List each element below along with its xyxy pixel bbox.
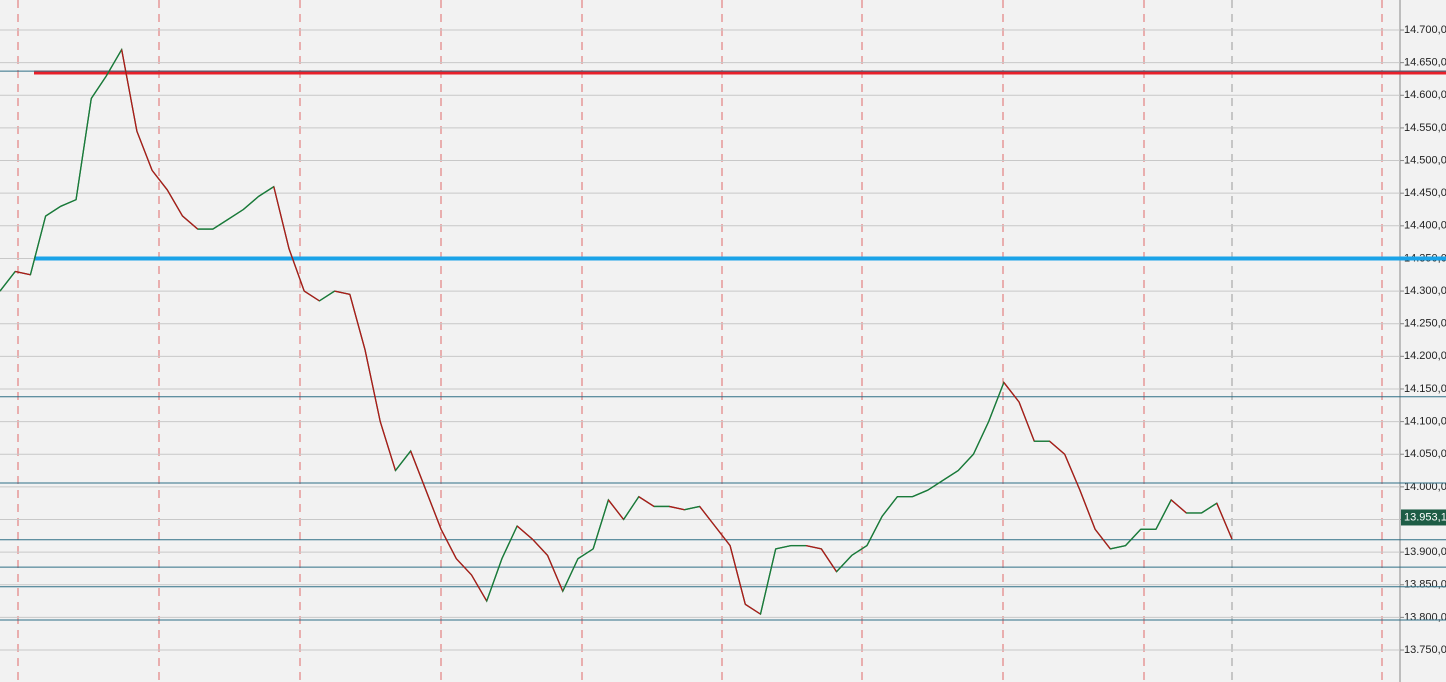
y-tick-label: 14.250,00 — [1404, 318, 1446, 330]
price-segment — [258, 186, 275, 197]
price-segment — [759, 548, 777, 615]
price-segment — [942, 470, 959, 481]
price-segment — [562, 558, 579, 592]
price-segment — [288, 248, 305, 292]
price-segment — [242, 195, 259, 210]
price-segment — [227, 208, 244, 220]
price-segment — [881, 496, 898, 517]
y-tick-label: 13.850,00 — [1404, 579, 1446, 591]
price-segment — [0, 271, 16, 292]
price-segment — [820, 548, 838, 573]
price-segment — [486, 558, 503, 602]
price-segment — [364, 349, 381, 422]
price-segment — [1003, 382, 1020, 403]
price-segment — [136, 130, 153, 171]
y-tick-label: 14.050,00 — [1404, 448, 1446, 460]
price-segment — [1216, 502, 1233, 540]
price-segment — [851, 545, 868, 556]
price-segment — [75, 98, 92, 200]
price-segment — [714, 525, 731, 546]
price-segment — [669, 505, 685, 511]
y-tick-label: 14.450,00 — [1404, 187, 1446, 199]
y-tick-label: 14.150,00 — [1404, 383, 1446, 395]
y-tick-label: 14.650,00 — [1404, 57, 1446, 69]
price-segment — [684, 505, 700, 511]
price-segment — [805, 544, 822, 550]
price-segment — [729, 545, 746, 605]
y-tick-label: 13.900,00 — [1404, 546, 1446, 558]
y-tick-label: 14.550,00 — [1404, 122, 1446, 134]
price-segment — [501, 525, 518, 559]
price-segment — [1155, 499, 1172, 530]
last-price-tag — [1401, 509, 1446, 526]
price-segment — [1018, 401, 1035, 442]
y-tick-label: 14.000,00 — [1404, 481, 1446, 493]
price-segment — [638, 496, 655, 507]
price-segment — [425, 489, 442, 530]
y-tick-label: 13.750,00 — [1404, 644, 1446, 656]
price-segment — [440, 528, 457, 559]
price-segment — [1049, 440, 1066, 455]
y-tick-label: 14.600,00 — [1404, 89, 1446, 101]
price-segment — [1094, 528, 1111, 550]
price-segment — [60, 199, 77, 207]
session-separators — [17, 0, 1383, 682]
price-segment — [531, 538, 549, 556]
price-segment — [90, 75, 108, 99]
price-segment — [912, 489, 929, 498]
y-tick-label: 13.800,00 — [1404, 611, 1446, 623]
price-segment — [105, 49, 123, 77]
price-segment — [516, 525, 533, 540]
price-segment — [836, 554, 853, 573]
price-segment — [1201, 502, 1218, 514]
price-segment — [29, 215, 47, 275]
price-segment — [623, 496, 640, 520]
price-segment — [303, 290, 320, 302]
price-segment — [1064, 453, 1081, 491]
price-segment — [957, 453, 974, 471]
price-segment — [273, 186, 290, 249]
price-segment — [410, 450, 427, 491]
price-segment — [379, 421, 397, 471]
y-tick-label: 14.300,00 — [1404, 285, 1446, 297]
price-segment — [470, 574, 488, 602]
price-segment — [988, 382, 1005, 422]
price-segment — [972, 421, 990, 455]
price-segment — [394, 450, 412, 471]
price-segment — [699, 506, 716, 527]
price-segment — [592, 499, 610, 550]
price-segment — [546, 555, 564, 592]
price-segment — [151, 169, 168, 191]
price-segment — [349, 294, 366, 350]
price-segment — [744, 603, 761, 615]
price-segment — [1125, 528, 1142, 547]
price-segment — [577, 548, 594, 560]
price-segment — [1079, 489, 1096, 530]
y-tick-label: 14.400,00 — [1404, 220, 1446, 232]
price-segment — [775, 544, 792, 550]
y-tick-label: 14.100,00 — [1404, 416, 1446, 428]
price-segment — [866, 515, 883, 546]
price-segment — [121, 49, 138, 132]
y-tick-label: 14.700,00 — [1404, 24, 1446, 36]
price-segment — [212, 218, 229, 230]
price-segment — [455, 558, 472, 576]
y-tick-label: 14.200,00 — [1404, 350, 1446, 362]
y-tick-label: 14.500,00 — [1404, 154, 1446, 166]
price-segment — [1110, 544, 1126, 550]
price-segment — [182, 215, 199, 230]
price-segment — [607, 499, 625, 520]
price-segment — [45, 205, 62, 217]
price-segment — [166, 189, 184, 217]
price-segment — [1170, 499, 1187, 514]
price-segment — [15, 270, 31, 276]
price-segment — [334, 290, 350, 295]
last-price-label: 13.953,1 — [1404, 511, 1446, 523]
price-segment — [319, 290, 335, 302]
price-segment — [927, 479, 944, 491]
